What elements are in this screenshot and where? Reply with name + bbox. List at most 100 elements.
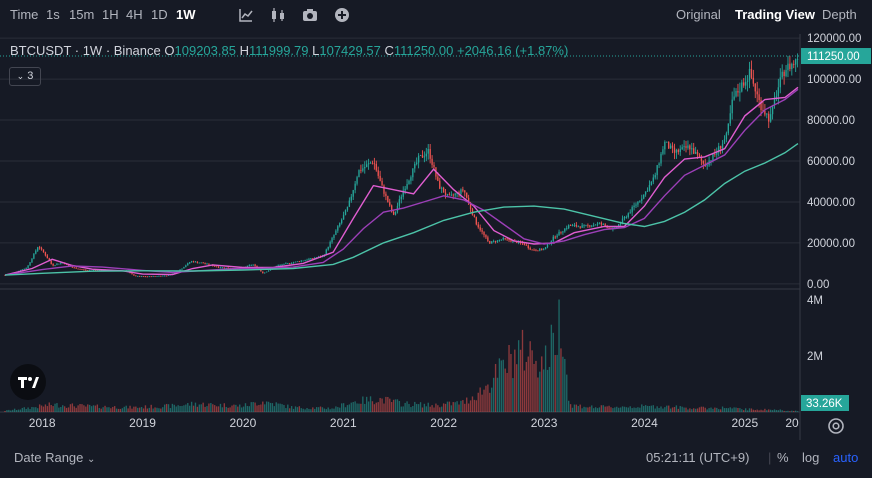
candle-body xyxy=(523,243,526,245)
candle-body xyxy=(719,146,722,149)
volume-bar xyxy=(287,404,289,412)
interval-1d[interactable]: 1D xyxy=(151,7,168,22)
candle-body xyxy=(387,195,389,203)
candle-body xyxy=(694,151,697,154)
volume-bar xyxy=(217,406,220,412)
volume-bar xyxy=(142,408,145,412)
volume-bar xyxy=(377,402,379,412)
candle-body xyxy=(669,145,672,149)
candle-body xyxy=(281,264,283,266)
candle-body xyxy=(548,243,551,245)
volume-bar xyxy=(198,404,200,412)
candle-body xyxy=(700,157,703,161)
volume-bar xyxy=(237,406,239,412)
interval-1w[interactable]: 1W xyxy=(176,7,196,22)
volume-bar xyxy=(119,408,122,412)
date-range-button[interactable]: Date Range ⌄ xyxy=(14,440,95,476)
candle-body xyxy=(452,194,454,196)
candle-body xyxy=(533,249,535,251)
add-icon[interactable] xyxy=(334,7,350,23)
candle-body xyxy=(781,71,783,78)
price-tick-label: 0.00 xyxy=(807,279,829,291)
candle-body xyxy=(796,59,799,60)
volume-bar xyxy=(541,356,543,412)
volume-bar xyxy=(714,407,716,412)
view-original[interactable]: Original xyxy=(676,7,721,22)
candle-body xyxy=(139,276,141,277)
volume-bar xyxy=(579,404,581,412)
candle-body xyxy=(510,240,512,242)
candle-body xyxy=(731,99,733,114)
indicators-toggle[interactable]: ⌄ 3 xyxy=(9,67,41,86)
candle-body xyxy=(362,168,364,171)
candle-body xyxy=(729,113,731,124)
volume-bar xyxy=(654,408,656,412)
indicators-icon[interactable] xyxy=(238,7,254,23)
candle-body xyxy=(508,238,510,241)
candle-body xyxy=(739,91,741,93)
candle-body xyxy=(596,223,599,225)
auto-toggle[interactable]: auto xyxy=(833,450,859,465)
price-tick-label: 40000.00 xyxy=(807,197,855,209)
interval-time[interactable]: Time xyxy=(10,7,39,22)
high-label: H xyxy=(239,43,249,58)
candle-body xyxy=(54,265,56,266)
volume-bar xyxy=(54,403,56,412)
volume-bar xyxy=(794,410,797,412)
volume-bar xyxy=(454,402,456,412)
interval-15m[interactable]: 15m xyxy=(69,7,95,22)
interval-1h[interactable]: 1H xyxy=(102,7,119,22)
volume-bar xyxy=(333,408,335,412)
candle-body xyxy=(223,267,225,269)
volume-bar xyxy=(277,403,279,412)
tradingview-logo[interactable] xyxy=(10,364,46,400)
volume-bar xyxy=(466,397,468,412)
camera-icon[interactable] xyxy=(302,7,318,23)
volume-bar xyxy=(548,366,551,412)
volume-bar xyxy=(462,400,464,412)
candle-body xyxy=(450,194,452,196)
volume-bar xyxy=(242,406,245,412)
volume-bar xyxy=(160,408,162,412)
candle-type-icon[interactable] xyxy=(270,7,286,23)
volume-bar xyxy=(643,406,645,412)
candle-body xyxy=(340,219,343,224)
volume-bar xyxy=(550,324,553,412)
percent-toggle[interactable]: % xyxy=(777,450,789,465)
settings-icon[interactable] xyxy=(826,416,846,436)
candle-body xyxy=(619,222,622,225)
volume-bar xyxy=(233,404,235,412)
volume-bar xyxy=(200,404,202,412)
view-trading-view[interactable]: Trading View xyxy=(735,7,815,22)
candle-body xyxy=(623,216,626,219)
candle-body xyxy=(441,187,443,189)
volume-bar xyxy=(400,406,402,412)
volume-bar xyxy=(779,409,781,412)
time-tick-label: 2019 xyxy=(129,416,156,430)
volume-bar xyxy=(148,407,150,412)
candle-body xyxy=(329,242,331,248)
price-tick-label: 80000.00 xyxy=(807,115,855,127)
interval-1s[interactable]: 1s xyxy=(46,7,60,22)
view-depth[interactable]: Depth xyxy=(822,7,857,22)
volume-bar xyxy=(135,406,137,412)
candle-body xyxy=(531,249,533,251)
volume-bar xyxy=(169,408,172,412)
symbol-title[interactable]: BTCUSDT · 1W · Binance xyxy=(10,43,161,58)
log-toggle[interactable]: log xyxy=(802,450,820,465)
candle-body xyxy=(573,224,576,226)
volume-bar xyxy=(235,404,237,412)
candle-body xyxy=(348,200,351,207)
candle-body xyxy=(492,241,495,242)
volume-bar xyxy=(693,408,695,412)
close-label: C xyxy=(384,43,394,58)
volume-bar xyxy=(756,409,758,412)
volume-bar xyxy=(446,401,449,412)
volume-bar xyxy=(196,406,199,412)
candle-body xyxy=(402,190,404,197)
volume-bar xyxy=(25,408,27,412)
interval-4h[interactable]: 4H xyxy=(126,7,143,22)
candle-body xyxy=(525,244,528,246)
volume-bar xyxy=(781,410,783,412)
